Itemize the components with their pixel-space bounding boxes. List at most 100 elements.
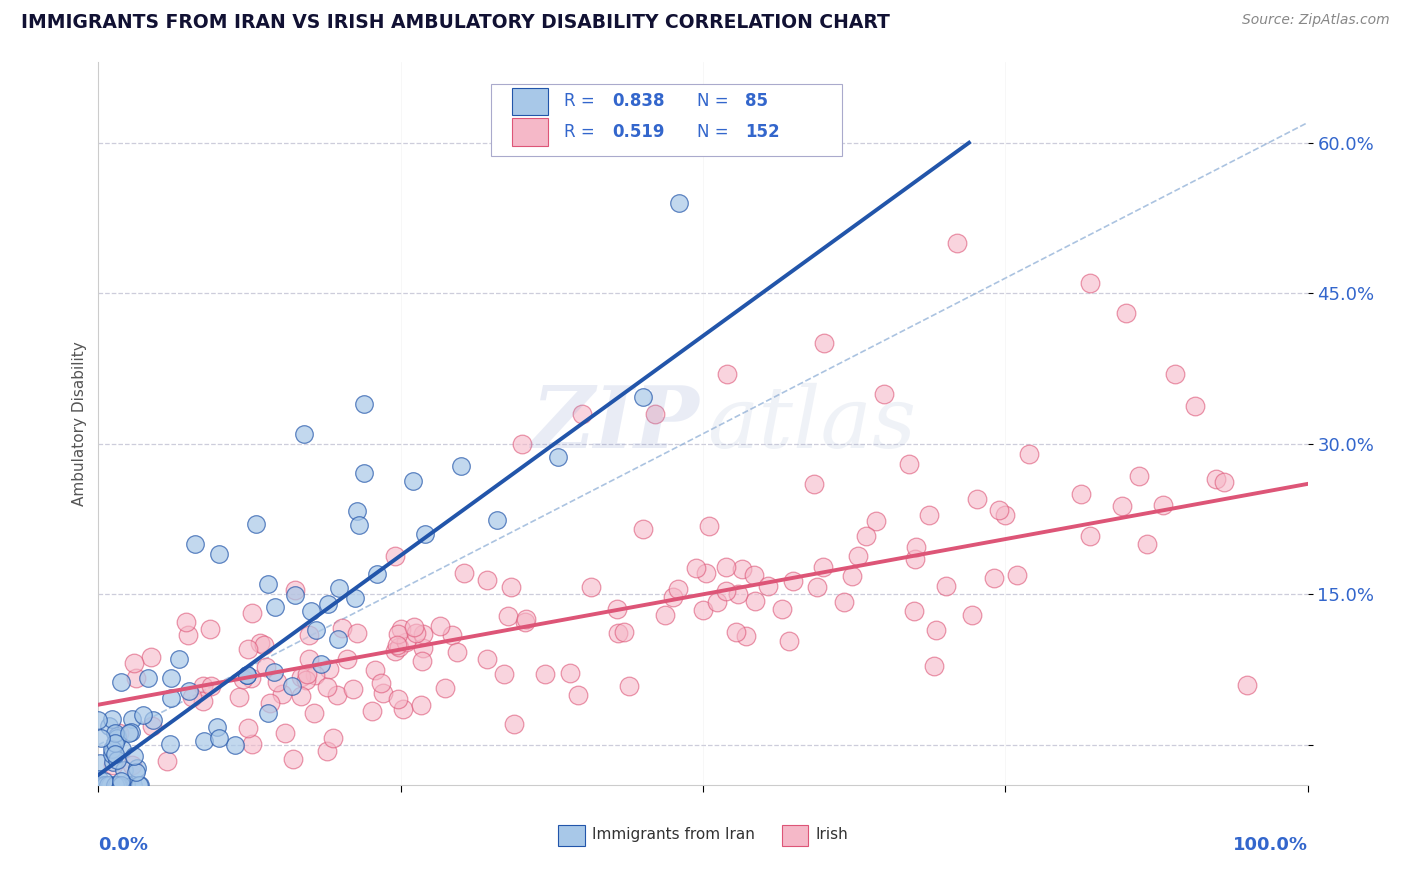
Text: N =: N = xyxy=(697,123,734,141)
Point xyxy=(695,566,717,581)
Point xyxy=(513,615,536,629)
Point xyxy=(128,778,150,792)
Point xyxy=(254,659,277,673)
Text: 0.838: 0.838 xyxy=(613,93,665,111)
Point xyxy=(353,466,375,480)
Point xyxy=(806,580,828,594)
Point xyxy=(579,580,602,594)
Point xyxy=(290,669,312,683)
Point xyxy=(714,584,737,599)
Point xyxy=(558,665,581,680)
Point xyxy=(259,696,281,710)
Text: ZIP: ZIP xyxy=(531,382,699,466)
Point xyxy=(326,632,349,646)
Point xyxy=(1070,487,1092,501)
Point xyxy=(873,386,896,401)
Point xyxy=(534,667,557,681)
Point xyxy=(309,657,332,671)
Point xyxy=(101,755,124,769)
Point xyxy=(240,607,263,621)
Point xyxy=(387,638,409,652)
Point xyxy=(177,628,200,642)
Point xyxy=(318,662,340,676)
Point xyxy=(200,679,222,693)
Point xyxy=(412,640,434,655)
Bar xyxy=(782,825,808,847)
Point xyxy=(475,652,498,666)
Point xyxy=(402,474,425,488)
Text: atlas: atlas xyxy=(707,383,915,465)
Point xyxy=(412,626,434,640)
Point xyxy=(181,690,204,704)
Point xyxy=(782,574,804,589)
Point xyxy=(156,754,179,768)
Point xyxy=(160,671,183,685)
Point xyxy=(315,744,337,758)
Point xyxy=(567,688,589,702)
Point xyxy=(935,579,957,593)
Point xyxy=(342,682,364,697)
Text: N =: N = xyxy=(697,93,734,111)
Point xyxy=(387,627,409,641)
Point xyxy=(236,721,259,735)
Point xyxy=(193,734,215,748)
Point xyxy=(207,720,229,734)
Point xyxy=(253,639,276,653)
Point xyxy=(105,730,128,744)
Point xyxy=(811,560,834,574)
Point xyxy=(666,582,689,597)
Point xyxy=(96,778,118,792)
Point xyxy=(131,707,153,722)
Point xyxy=(120,725,142,739)
Point xyxy=(98,778,121,792)
Point xyxy=(101,712,124,726)
Point xyxy=(903,604,925,618)
Point xyxy=(110,778,132,792)
Point xyxy=(404,620,426,634)
Point xyxy=(295,666,318,681)
Point xyxy=(141,719,163,733)
Point xyxy=(107,731,129,746)
Point xyxy=(264,599,287,614)
Point xyxy=(266,674,288,689)
Point xyxy=(1184,399,1206,413)
Point xyxy=(770,602,793,616)
Point xyxy=(124,749,146,764)
Point xyxy=(662,590,685,604)
Point xyxy=(105,753,128,767)
Point xyxy=(281,680,304,694)
Point xyxy=(240,672,263,686)
Point xyxy=(983,571,1005,585)
Point xyxy=(118,726,141,740)
Point xyxy=(112,764,135,778)
Point xyxy=(104,736,127,750)
Point xyxy=(654,607,676,622)
Point xyxy=(832,595,855,609)
Point xyxy=(413,527,436,541)
Point xyxy=(232,672,254,686)
Point xyxy=(129,778,152,792)
Point xyxy=(411,698,433,712)
Point xyxy=(391,701,413,715)
Point xyxy=(115,777,138,791)
Point xyxy=(322,731,344,746)
Point xyxy=(946,236,969,251)
Point xyxy=(305,623,328,637)
Point xyxy=(169,651,191,665)
Point xyxy=(316,598,339,612)
Point xyxy=(387,640,409,654)
Point xyxy=(918,508,941,522)
Point xyxy=(363,663,385,677)
Point xyxy=(778,634,800,648)
Point xyxy=(515,612,537,626)
Point xyxy=(111,742,134,756)
Point xyxy=(110,774,132,789)
Point xyxy=(328,582,350,596)
Point xyxy=(302,706,325,720)
Point xyxy=(865,514,887,528)
Point xyxy=(453,566,475,581)
Point xyxy=(631,390,654,404)
Point xyxy=(284,588,307,602)
Point xyxy=(1236,678,1258,692)
Point xyxy=(97,778,120,792)
